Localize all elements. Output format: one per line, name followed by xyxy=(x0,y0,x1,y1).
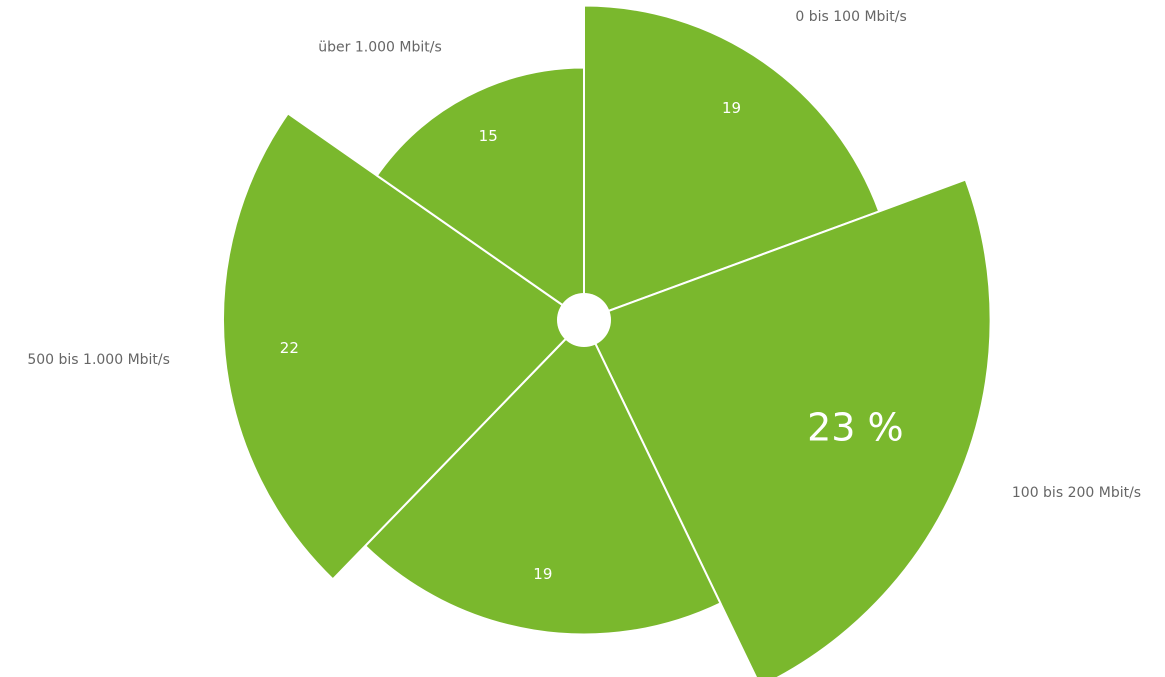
slice xyxy=(582,178,992,677)
category-label: 0 bis 100 Mbit/s xyxy=(795,9,906,25)
value-label: 22 xyxy=(280,339,299,357)
slice xyxy=(222,112,586,581)
slice xyxy=(375,66,585,322)
value-label: 23 % xyxy=(807,405,904,449)
slice xyxy=(363,318,722,636)
value-label: 19 xyxy=(533,565,552,583)
value-label: 19 xyxy=(722,99,741,117)
value-label: 15 xyxy=(479,127,498,145)
category-label: 100 bis 200 Mbit/s xyxy=(1012,485,1141,501)
category-label: 500 bis 1.000 Mbit/s xyxy=(27,352,170,368)
category-label: über 1.000 Mbit/s xyxy=(318,39,441,55)
slice xyxy=(583,4,881,322)
center-hole xyxy=(557,293,611,347)
